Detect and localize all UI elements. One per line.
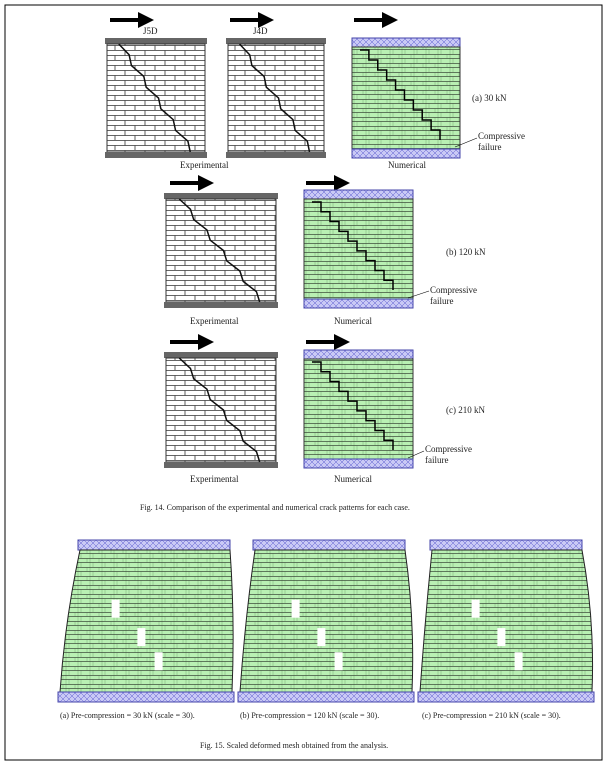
beam: [58, 692, 234, 702]
column-label: Numerical: [388, 160, 426, 170]
beam: [418, 692, 594, 702]
column-label: Numerical: [334, 316, 372, 326]
deformed-mesh: [240, 550, 413, 692]
deformed-mesh: [60, 550, 233, 692]
beam: [304, 190, 413, 199]
wall-experimental: [228, 44, 324, 152]
figure-caption: Fig. 15. Scaled deformed mesh obtained f…: [200, 740, 388, 751]
column-label: Experimental: [190, 474, 238, 484]
page: J5D J4D (a) 30 kN Compressive failure Ex…: [0, 0, 608, 765]
deformed-mesh: [420, 550, 593, 692]
wall-experimental: [166, 199, 276, 302]
annotation: Compressive failure: [425, 444, 485, 466]
figure-graphics: [0, 0, 608, 765]
annotation: Compressive failure: [430, 285, 490, 307]
figure-caption: Fig. 14. Comparison of the experimental …: [140, 502, 410, 513]
mesh-gap: [515, 652, 523, 670]
mesh-gap: [472, 600, 480, 618]
specimen-label: J5D: [143, 26, 158, 36]
wall-experimental: [166, 358, 276, 462]
case-label: (b) 120 kN: [446, 247, 486, 257]
beam: [226, 152, 326, 158]
walls: [58, 20, 594, 702]
beam: [304, 350, 413, 359]
wall-numerical: [352, 47, 460, 149]
wall-numerical: [304, 359, 413, 459]
mesh-gap: [137, 628, 145, 646]
mesh-gap: [335, 652, 343, 670]
beam: [78, 540, 230, 550]
wall-numerical: [304, 199, 413, 299]
beam: [352, 149, 460, 158]
mesh-gap: [155, 652, 163, 670]
beam: [105, 38, 207, 44]
beam: [226, 38, 326, 44]
specimen-label: J4D: [253, 26, 268, 36]
beam: [253, 540, 405, 550]
case-label: (a) 30 kN: [472, 93, 507, 103]
mesh-gap: [317, 628, 325, 646]
beam: [164, 462, 278, 468]
wall-experimental: [107, 44, 205, 152]
beam: [164, 193, 278, 199]
beam: [304, 299, 413, 308]
beam: [164, 302, 278, 308]
beam: [352, 38, 460, 47]
mesh-gap: [497, 628, 505, 646]
mesh-gap: [112, 600, 120, 618]
beam: [430, 540, 582, 550]
beam: [238, 692, 414, 702]
beam: [105, 152, 207, 158]
column-label: Experimental: [190, 316, 238, 326]
column-label: Experimental: [180, 160, 228, 170]
subfigure-caption: (a) Pre-compression = 30 kN (scale = 30)…: [60, 710, 210, 721]
beam: [304, 459, 413, 468]
case-label: (c) 210 kN: [446, 405, 485, 415]
subfigure-caption: (c) Pre-compression = 210 kN (scale = 30…: [422, 710, 572, 721]
annotation: Compressive failure: [478, 131, 538, 153]
beam: [164, 352, 278, 358]
column-label: Numerical: [334, 474, 372, 484]
mesh-gap: [292, 600, 300, 618]
subfigure-caption: (b) Pre-compression = 120 kN (scale = 30…: [240, 710, 390, 721]
